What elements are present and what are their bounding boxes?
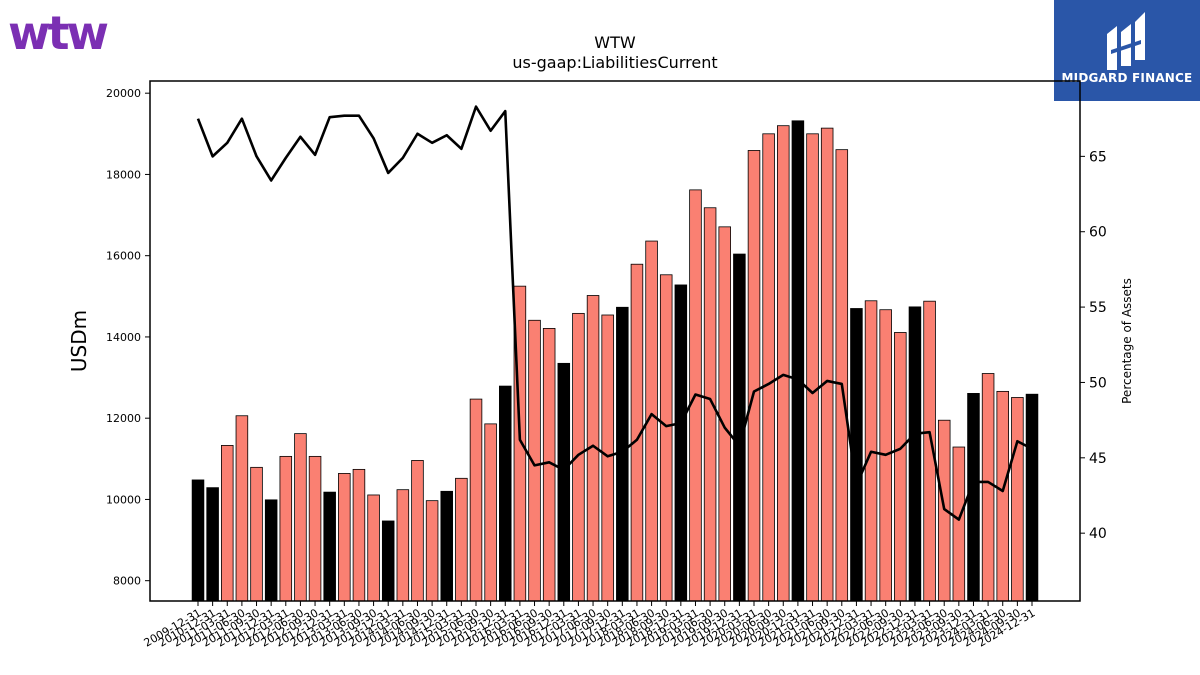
bar — [747, 150, 761, 602]
bar — [718, 226, 731, 602]
y2-axis-label: Percentage of Assets — [1120, 278, 1134, 404]
bar — [294, 433, 307, 602]
bar — [952, 446, 966, 602]
bar — [367, 494, 380, 602]
y2-tick-label: 55 — [1089, 300, 1107, 316]
bar — [659, 274, 673, 602]
bar — [674, 284, 688, 602]
bar — [557, 362, 571, 602]
bar — [425, 500, 439, 602]
bar — [996, 390, 1009, 602]
bar — [601, 314, 614, 602]
bar — [396, 489, 410, 602]
bar — [455, 477, 468, 602]
plot-frame — [149, 80, 1081, 602]
bar — [440, 490, 453, 602]
bar — [1011, 397, 1024, 602]
midgard-emblem-icon — [1107, 12, 1145, 70]
axes-group: 8000 10000 12000 14000 16000 18000 20000 40 45 50… — [106, 87, 1107, 649]
bar — [806, 133, 819, 602]
bar — [235, 415, 249, 602]
y-tick-label: 8000 — [113, 575, 141, 588]
bar — [967, 393, 980, 602]
bar — [411, 460, 424, 602]
line-group — [196, 105, 1033, 521]
bar — [469, 398, 483, 602]
y2-tick-label: 60 — [1089, 225, 1107, 241]
percentage-line — [196, 105, 1033, 521]
bar — [308, 455, 322, 602]
bar — [279, 455, 293, 602]
bar — [820, 127, 834, 602]
bar — [352, 468, 366, 602]
wtw-logo: wtw — [8, 6, 109, 60]
y2-tick-label: 40 — [1089, 526, 1107, 542]
y-tick-label: 12000 — [106, 412, 141, 425]
bar — [894, 332, 907, 602]
bar — [762, 133, 775, 602]
bar — [323, 491, 336, 602]
bar — [791, 120, 805, 602]
bar — [835, 149, 849, 602]
bar — [338, 473, 351, 602]
y-tick-label: 18000 — [106, 168, 141, 181]
bar — [1025, 393, 1039, 602]
bar — [221, 445, 234, 602]
bar — [484, 423, 497, 602]
chart-title: WTW — [594, 33, 636, 52]
y2-tick-label: 50 — [1089, 375, 1107, 391]
chart-subtitle: us-gaap:LiabilitiesCurrent — [512, 53, 717, 72]
bar-group — [191, 120, 1039, 602]
midgard-finance-logo: MIDGARD FINANCE — [1054, 0, 1200, 101]
bar — [981, 373, 995, 602]
y-tick-label: 14000 — [106, 331, 141, 344]
bar — [908, 306, 922, 602]
bar — [381, 520, 395, 602]
bar — [191, 479, 205, 602]
bar — [777, 125, 790, 602]
y2-tick-label: 65 — [1089, 149, 1107, 165]
y-axis-label: USDm — [67, 310, 91, 372]
bar — [499, 385, 512, 602]
midgard-logo-text: MIDGARD FINANCE — [1061, 71, 1193, 85]
bar — [250, 466, 263, 602]
y-tick-label: 10000 — [106, 493, 141, 506]
y-tick-label: 20000 — [106, 87, 141, 100]
y-tick-label: 16000 — [106, 250, 141, 263]
bar — [264, 499, 278, 602]
y2-tick-label: 45 — [1089, 451, 1107, 467]
bar — [206, 487, 219, 602]
